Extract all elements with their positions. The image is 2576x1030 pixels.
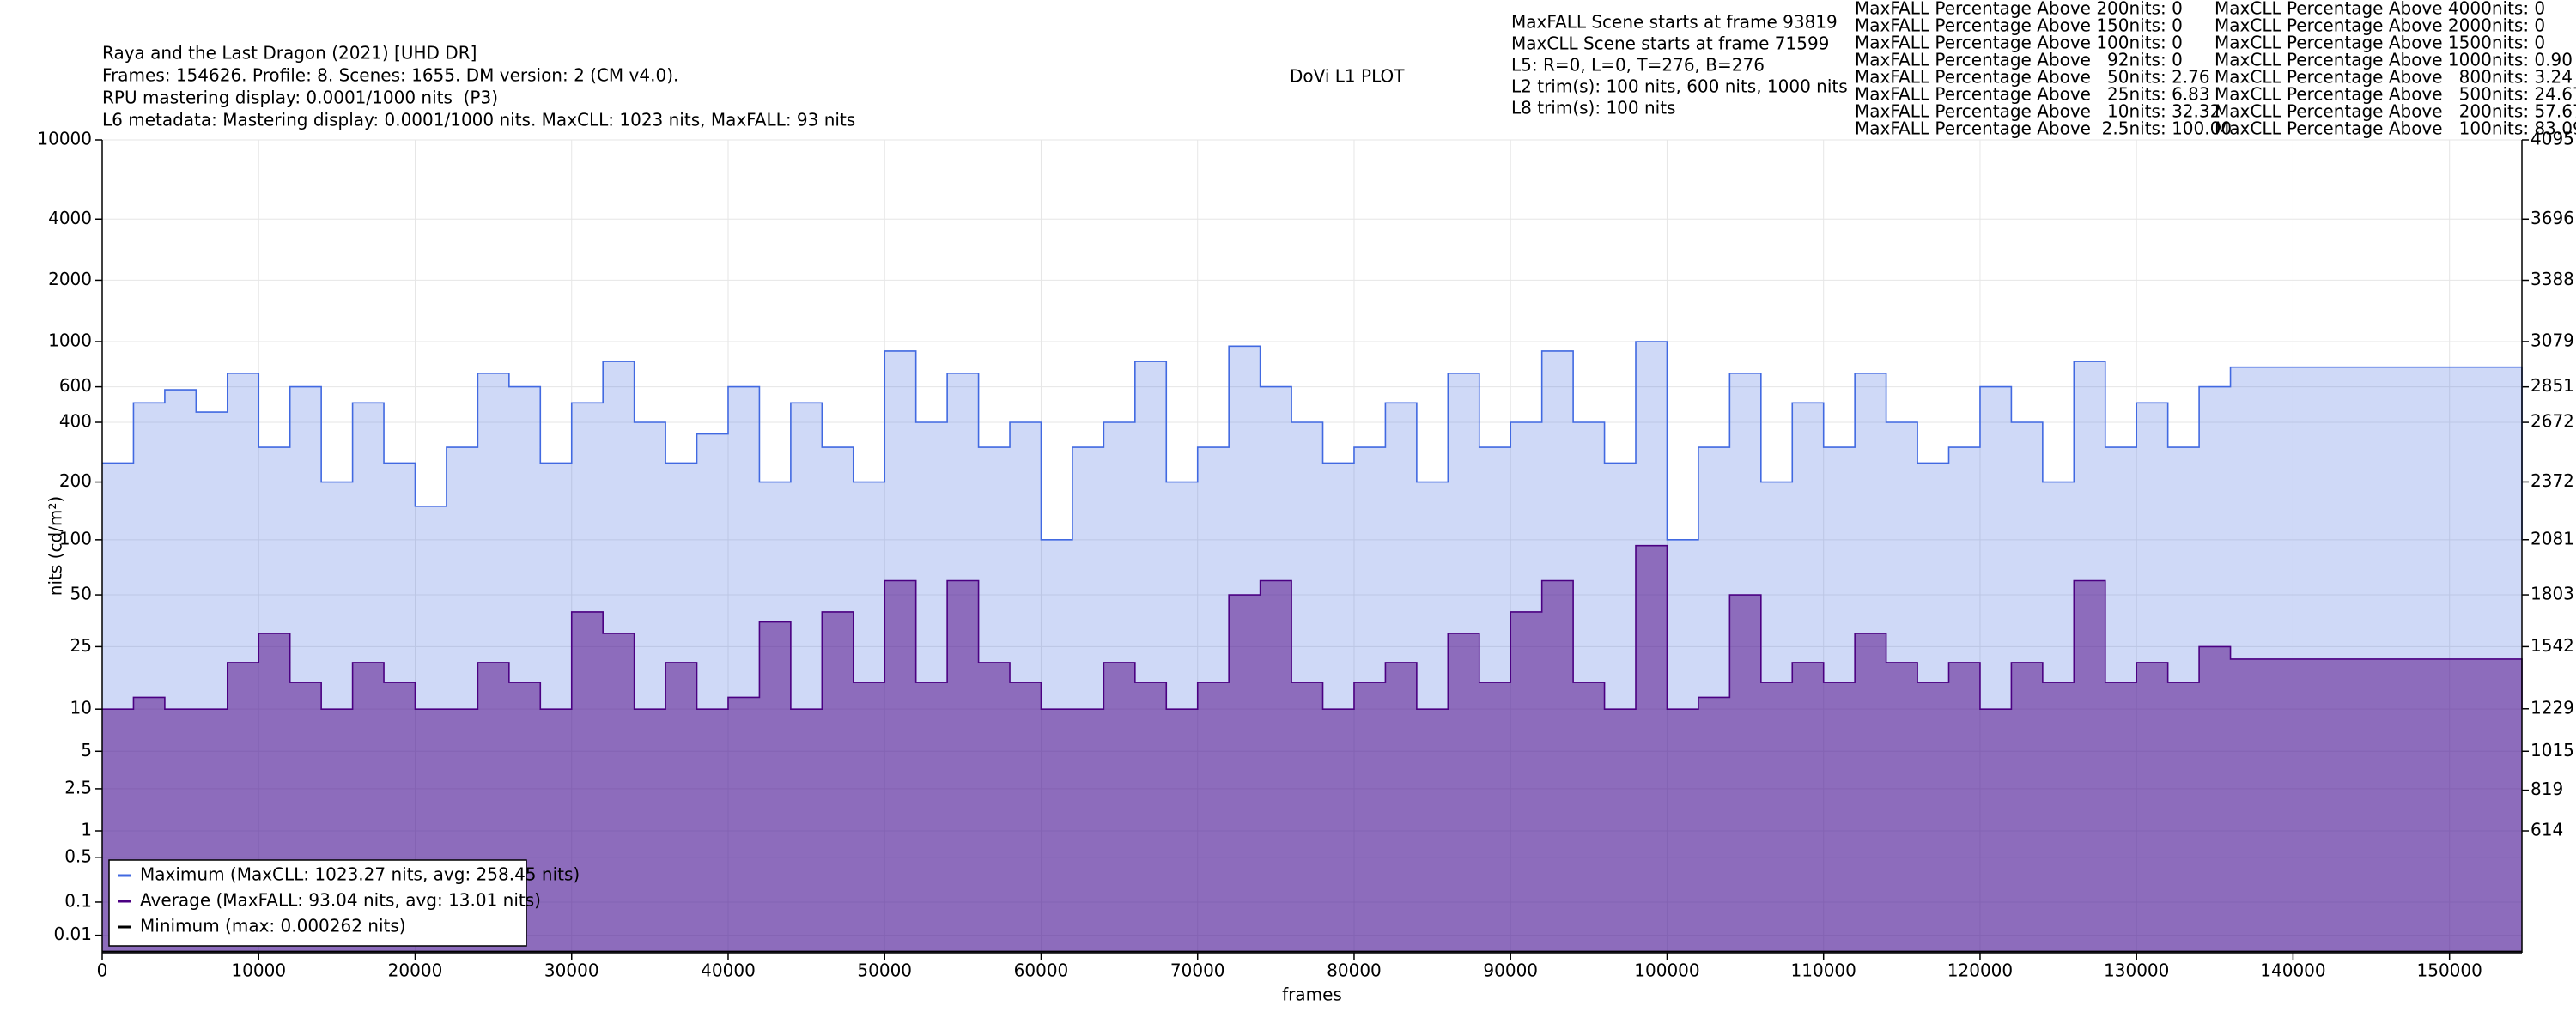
x-tick-label: 150000 [2417, 960, 2482, 981]
x-tick-label: 90000 [1483, 960, 1538, 981]
info-line: L6 metadata: Mastering display: 0.0001/1… [102, 110, 855, 130]
x-tick-label: 130000 [2104, 960, 2169, 981]
y-tick-label: 4000 [48, 208, 92, 228]
scene-line: L5: R=0, L=0, T=276, B=276 [1511, 55, 1765, 76]
maxfall-stat: MaxFALL Percentage Above 200nits: 0 [1855, 0, 2183, 19]
y2-tick-label: 614 [2530, 820, 2563, 840]
y2-tick-label: 1803 [2530, 584, 2574, 604]
maxfall-stat: MaxFALL Percentage Above 10nits: 32.32 [1855, 101, 2221, 122]
x-tick-label: 0 [97, 960, 108, 981]
y2-tick-label: 1015 [2530, 740, 2574, 760]
y-tick-label: 50 [70, 584, 92, 604]
maxcll-stat: MaxCLL Percentage Above 200nits: 57.67 [2215, 101, 2576, 122]
y2-tick-label: 3079 [2530, 330, 2574, 350]
x-tick-label: 20000 [388, 960, 443, 981]
x-tick-label: 40000 [701, 960, 756, 981]
y-tick-label: 2000 [48, 269, 92, 289]
y-tick-label: 2.5 [64, 777, 92, 797]
y-tick-label: 25 [70, 635, 92, 656]
x-tick-label: 50000 [857, 960, 912, 981]
legend-box [108, 859, 527, 947]
x-tick-label: 80000 [1327, 960, 1382, 981]
y-tick-label: 0.5 [64, 845, 92, 866]
y2-tick-label: 819 [2530, 779, 2563, 799]
y-tick-label: 1000 [48, 330, 92, 351]
info-line: RPU mastering display: 0.0001/1000 nits … [102, 88, 498, 108]
y-tick-label: 10000 [37, 129, 92, 149]
scene-line: MaxCLL Scene starts at frame 71599 [1511, 33, 1829, 54]
maxfall-stat: MaxFALL Percentage Above 150nits: 0 [1855, 15, 2183, 36]
maxfall-stat: MaxFALL Percentage Above 50nits: 2.76 [1855, 67, 2210, 88]
series-area [102, 545, 2522, 953]
maxcll-stat: MaxCLL Percentage Above 800nits: 3.24 [2215, 67, 2573, 88]
y-tick-label: 200 [59, 470, 92, 491]
y2-tick-label: 4095 [2530, 129, 2574, 149]
x-tick-label: 70000 [1170, 960, 1225, 981]
chart-title: DoVi L1 PLOT [1290, 66, 1405, 87]
maxcll-stat: MaxCLL Percentage Above 1500nits: 0 [2215, 33, 2545, 53]
maxfall-stat: MaxFALL Percentage Above 92nits: 0 [1855, 50, 2183, 70]
y-tick-label: 600 [59, 375, 92, 396]
x-tick-label: 120000 [1947, 960, 2013, 981]
y2-tick-label: 2672 [2530, 411, 2574, 432]
maxfall-stat: MaxFALL Percentage Above 25nits: 6.83 [1855, 84, 2210, 105]
y-tick-label: 1 [81, 820, 92, 840]
maxfall-stat: MaxFALL Percentage Above 100nits: 0 [1855, 33, 2183, 53]
maxcll-stat: MaxCLL Percentage Above 1000nits: 0.90 [2215, 50, 2573, 70]
legend-label: Maximum (MaxCLL: 1023.27 nits, avg: 258.… [140, 864, 580, 885]
y2-tick-label: 2081 [2530, 528, 2574, 548]
y2-tick-label: 2851 [2530, 375, 2574, 396]
x-tick-label: 140000 [2260, 960, 2325, 981]
y-axis-label: nits (cd/m²) [46, 496, 66, 596]
y2-tick-label: 3388 [2530, 269, 2574, 289]
y-tick-label: 0.1 [64, 890, 92, 911]
maxfall-stat: MaxFALL Percentage Above 2.5nits: 100.00 [1855, 118, 2232, 139]
y-tick-label: 400 [59, 411, 92, 432]
y2-tick-label: 2372 [2530, 470, 2574, 491]
y-tick-label: 0.01 [53, 924, 92, 944]
y-tick-label: 5 [81, 740, 92, 760]
legend: Maximum (MaxCLL: 1023.27 nits, avg: 258.… [108, 859, 580, 947]
maxcll-stat: MaxCLL Percentage Above 4000nits: 0 [2215, 0, 2545, 19]
maxcll-stat: MaxCLL Percentage Above 500nits: 24.67 [2215, 84, 2576, 105]
info-line: Frames: 154626. Profile: 8. Scenes: 1655… [102, 65, 678, 86]
scene-line: MaxFALL Scene starts at frame 93819 [1511, 12, 1838, 33]
x-tick-label: 110000 [1791, 960, 1856, 981]
maxcll-stat: MaxCLL Percentage Above 100nits: 83.09 [2215, 118, 2576, 139]
maxcll-stat: MaxCLL Percentage Above 2000nits: 0 [2215, 15, 2545, 36]
info-line: Raya and the Last Dragon (2021) [UHD DR] [102, 43, 477, 64]
y2-tick-label: 1229 [2530, 697, 2574, 718]
series-line [102, 341, 2523, 541]
y-tick-label: 100 [59, 528, 92, 548]
series-line [102, 544, 2523, 710]
y-tick-label: 10 [70, 698, 92, 718]
y2-tick-label: 3696 [2530, 208, 2574, 228]
x-tick-label: 100000 [1634, 960, 1699, 981]
scene-line: L2 trim(s): 100 nits, 600 nits, 1000 nit… [1511, 76, 1848, 97]
legend-label: Average (MaxFALL: 93.04 nits, avg: 13.01… [140, 890, 541, 911]
x-tick-label: 60000 [1014, 960, 1069, 981]
y2-tick-label: 1542 [2530, 635, 2574, 656]
scene-line: L8 trim(s): 100 nits [1511, 98, 1675, 118]
x-tick-label: 30000 [544, 960, 599, 981]
legend-label: Minimum (max: 0.000262 nits) [140, 916, 406, 936]
x-tick-label: 10000 [231, 960, 286, 981]
x-axis-label: frames [1282, 985, 1342, 1005]
